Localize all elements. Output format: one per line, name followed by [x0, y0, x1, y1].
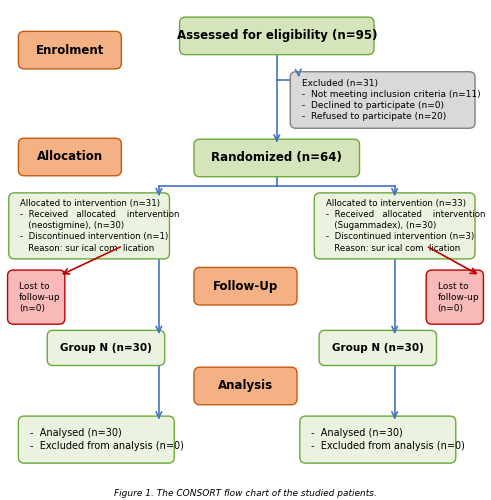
- Text: Analysis: Analysis: [218, 380, 273, 392]
- FancyBboxPatch shape: [300, 416, 456, 463]
- Text: Enrolment: Enrolment: [36, 44, 104, 57]
- Text: Excluded (n=31)
-  Not meeting inclusion criteria (n=11)
-  Declined to particip: Excluded (n=31) - Not meeting inclusion …: [302, 79, 480, 121]
- FancyBboxPatch shape: [7, 270, 65, 324]
- Text: Figure 1. The CONSORT flow chart of the studied patients.: Figure 1. The CONSORT flow chart of the …: [114, 488, 377, 498]
- Text: Allocated to intervention (n=31)
-  Received   allocated    intervention
   (neo: Allocated to intervention (n=31) - Recei…: [20, 199, 180, 252]
- FancyBboxPatch shape: [47, 330, 164, 366]
- Text: Lost to
follow-up
(n=0): Lost to follow-up (n=0): [438, 282, 479, 312]
- Text: -  Analysed (n=30)
-  Excluded from analysis (n=0): - Analysed (n=30) - Excluded from analys…: [311, 428, 465, 451]
- Text: Follow-Up: Follow-Up: [213, 280, 278, 292]
- Text: Assessed for eligibility (n=95): Assessed for eligibility (n=95): [177, 30, 377, 43]
- FancyBboxPatch shape: [314, 193, 475, 259]
- Text: Randomized (n=64): Randomized (n=64): [211, 152, 342, 164]
- FancyBboxPatch shape: [180, 17, 374, 54]
- Text: Allocation: Allocation: [37, 150, 103, 164]
- FancyBboxPatch shape: [319, 330, 436, 366]
- FancyBboxPatch shape: [194, 139, 359, 176]
- FancyBboxPatch shape: [290, 72, 475, 128]
- FancyBboxPatch shape: [194, 268, 297, 305]
- FancyBboxPatch shape: [18, 138, 121, 176]
- FancyBboxPatch shape: [426, 270, 484, 324]
- Text: Group N (n=30): Group N (n=30): [332, 343, 424, 353]
- FancyBboxPatch shape: [18, 416, 174, 463]
- FancyBboxPatch shape: [18, 32, 121, 69]
- Text: Allocated to intervention (n=33)
-  Received   allocated    intervention
   (Sug: Allocated to intervention (n=33) - Recei…: [326, 199, 486, 252]
- FancyBboxPatch shape: [194, 367, 297, 405]
- Text: Group N (n=30): Group N (n=30): [60, 343, 152, 353]
- Text: Lost to
follow-up
(n=0): Lost to follow-up (n=0): [19, 282, 61, 312]
- FancyBboxPatch shape: [9, 193, 169, 259]
- Text: -  Analysed (n=30)
-  Excluded from analysis (n=0): - Analysed (n=30) - Excluded from analys…: [30, 428, 184, 451]
